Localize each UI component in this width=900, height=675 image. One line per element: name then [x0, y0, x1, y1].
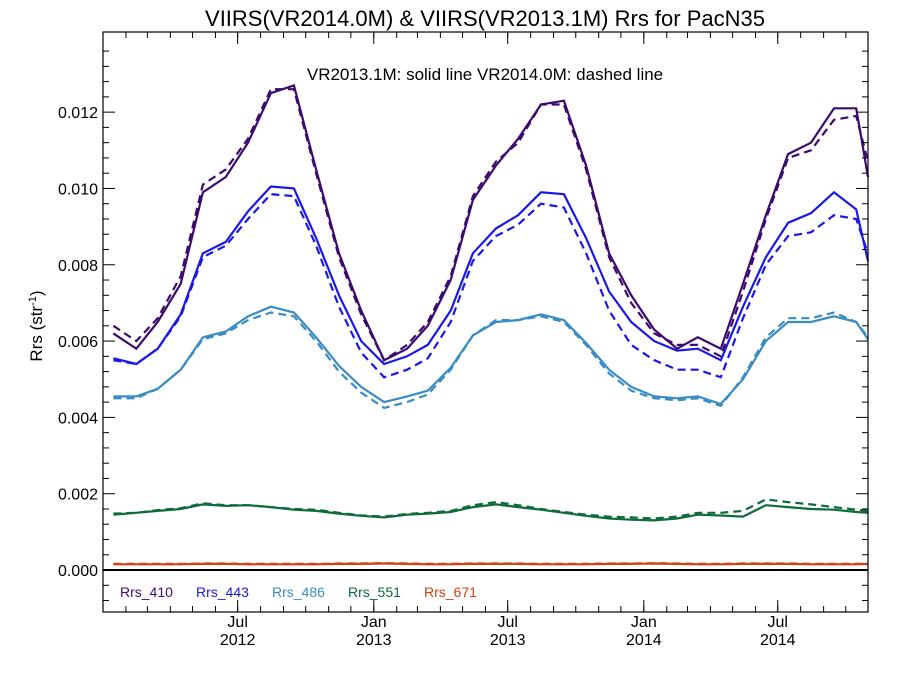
rrs-443-dashed-line	[113, 193, 870, 379]
y-tick-label: 0.004	[58, 410, 98, 427]
y-axis-label: Rrs (str-1)	[27, 290, 46, 361]
plot-frame	[102, 31, 869, 613]
y-tick-label: 0.008	[58, 258, 98, 275]
x-tick-month: Jul	[497, 614, 517, 631]
legend: Rrs_410 Rrs_443 Rrs_486 Rrs_551 Rrs_671	[120, 584, 477, 600]
x-tick-month: Jan	[631, 614, 657, 631]
x-tick-year: 2012	[220, 632, 256, 649]
x-tick-month: Jul	[227, 614, 247, 631]
legend-rrs-486: Rrs_486	[272, 584, 325, 600]
y-tick-label: 0.012	[58, 105, 98, 122]
rrs-486-solid-line	[113, 305, 869, 406]
legend-rrs-410: Rrs_410	[120, 584, 173, 600]
chart-title: VIIRS(VR2014.0M) & VIIRS(VR2013.1M) Rrs …	[205, 6, 765, 31]
rrs-671-dashed-line	[113, 562, 869, 565]
rrs-410-dashed-line	[112, 88, 870, 362]
rrs-551-solid-line	[113, 503, 869, 522]
legend-rrs-671: Rrs_671	[424, 584, 477, 600]
x-tick-year: 2014	[760, 632, 796, 649]
y-tick-label: 0.006	[58, 334, 98, 351]
y-tick-label: 0.010	[58, 181, 98, 198]
series-layer	[112, 83, 870, 566]
rrs-410-solid-line	[112, 83, 870, 362]
x-tick-month: Jul	[768, 614, 788, 631]
x-tick-month: Jan	[361, 614, 387, 631]
y-tick-label: 0.002	[58, 487, 98, 504]
line-style-annotation: VR2013.1M: solid line VR2014.0M: dashed …	[307, 65, 663, 84]
x-tick-year: 2013	[490, 632, 526, 649]
rrs-486-dashed-line	[113, 311, 869, 410]
axes: 0.0000.0020.0040.0060.0080.0100.012Jul20…	[58, 32, 868, 649]
legend-rrs-443: Rrs_443	[196, 584, 249, 600]
x-tick-year: 2014	[626, 632, 662, 649]
y-tick-label: 0.000	[58, 563, 98, 580]
rrs-551-dashed-line	[113, 498, 869, 520]
rrs-443-solid-line	[113, 185, 870, 366]
x-tick-year: 2013	[356, 632, 392, 649]
legend-rrs-551: Rrs_551	[348, 584, 401, 600]
